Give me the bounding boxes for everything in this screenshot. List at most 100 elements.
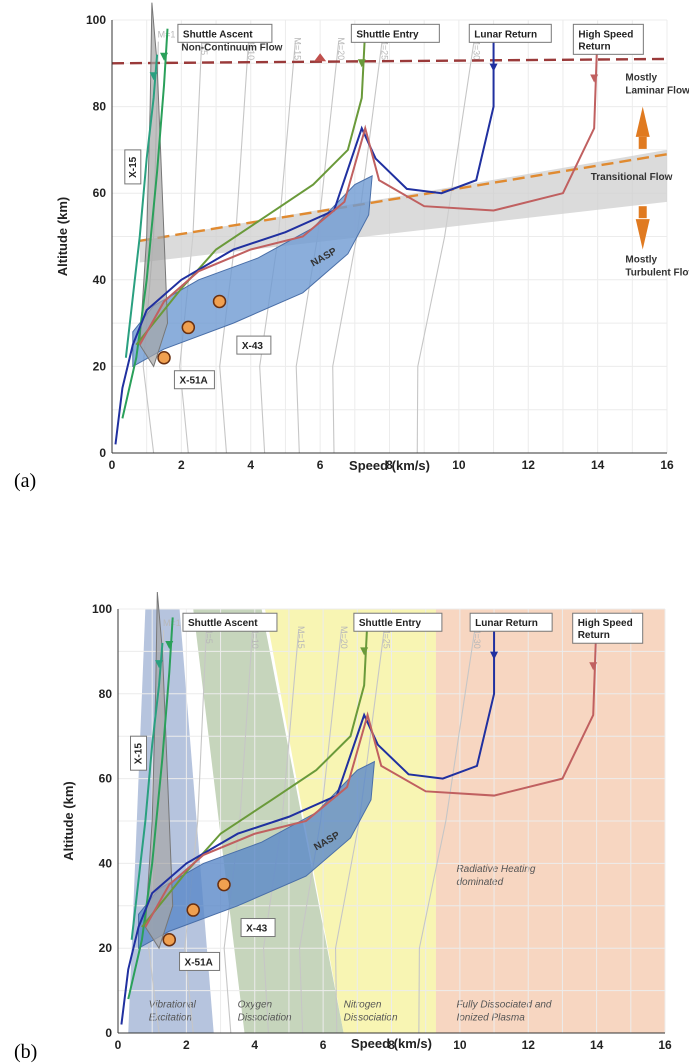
boundary-line — [111, 57, 668, 65]
box-label: Lunar Return — [475, 618, 538, 629]
point-x-51a — [157, 350, 171, 365]
mach-label: M=30 — [471, 37, 481, 60]
mach-label: M=25 — [382, 626, 392, 649]
flow-annotation: Transitional Flow — [591, 172, 673, 183]
y-tick-label: 60 — [99, 772, 113, 786]
mach-line — [223, 630, 254, 1034]
box-label: Shuttle Ascent — [188, 618, 258, 629]
x-tick-label: 0 — [115, 1038, 122, 1052]
series-line-high-speed-return — [138, 28, 599, 346]
mach-label: M=20 — [339, 626, 349, 649]
x-tick-label: 14 — [590, 1038, 604, 1052]
mach-line — [332, 41, 383, 454]
x-tick-label: 8 — [386, 458, 393, 472]
point-x-43 — [217, 877, 231, 892]
arrow-shaft — [638, 206, 647, 219]
mach-label: M=5 — [204, 626, 214, 644]
y-tick-label: 40 — [99, 856, 113, 870]
transitional-band — [139, 149, 667, 263]
series-arrow — [490, 651, 499, 660]
box-3 — [572, 23, 644, 55]
y-tick-label: 20 — [93, 359, 107, 373]
region-label: Fully Dissociated and Ionized Plasma — [456, 1000, 551, 1024]
series-arrow — [590, 74, 599, 83]
box-0 — [182, 612, 278, 632]
y-tick-label: 100 — [92, 602, 112, 616]
y-tick-label: 100 — [86, 13, 106, 27]
box-2 — [468, 23, 552, 43]
up-arrow-icon — [635, 106, 650, 137]
y-axis-label: Altitude (km) — [55, 197, 70, 276]
label-boxes: Shuttle Ascent Shuttle Entry Lunar Return H… — [130, 612, 644, 971]
region-label: Nitrogen Dissociation — [344, 1000, 398, 1024]
x-tick-label: 0 — [109, 458, 116, 472]
x-tick-label: 12 — [522, 458, 536, 472]
x-axis-label: Speed (km/s) — [349, 458, 430, 473]
point-x-43 — [181, 320, 196, 335]
box-label: High Speed Return — [578, 618, 633, 641]
point-x-43 — [212, 294, 227, 309]
y-tick-label: 0 — [105, 1026, 112, 1040]
radiative-heating-label: Radiative Heating dominated — [456, 864, 535, 888]
point-x-51a — [162, 932, 177, 947]
box-label: Shuttle Ascent — [183, 29, 253, 40]
y-tick-label: 80 — [93, 100, 107, 114]
x-tick-label: 8 — [388, 1038, 395, 1052]
box-5 — [236, 335, 272, 355]
series-arrow — [589, 662, 598, 671]
box-3 — [572, 612, 644, 644]
down-arrow-icon — [635, 219, 650, 250]
x-tick-label: 16 — [658, 1038, 672, 1052]
series-arrow — [360, 647, 369, 656]
box-label: X-15 — [134, 743, 145, 765]
x-axis-label: Speed (km/s) — [351, 1036, 432, 1051]
flow-annotation: Non-Continuum Flow — [181, 42, 282, 53]
x-tick-label: 14 — [591, 458, 605, 472]
box-label: Shuttle Entry — [359, 618, 422, 629]
box-label: Shuttle Entry — [356, 29, 419, 40]
mach-label: M=5 — [199, 37, 209, 55]
mach-line — [418, 630, 476, 1034]
series-line-x-15 — [124, 54, 159, 358]
x-tick-label: 4 — [247, 458, 254, 472]
mach-label: M=10 — [250, 626, 260, 649]
panel-label: (b) — [14, 1041, 37, 1063]
box-6 — [173, 370, 215, 390]
box-6 — [179, 951, 221, 971]
x-tick-label: 6 — [317, 458, 324, 472]
mach-label: M=30 — [472, 626, 482, 649]
y-tick-label: 80 — [99, 687, 113, 701]
series-arrow — [165, 641, 174, 650]
box-0 — [177, 23, 273, 43]
box-1 — [353, 612, 443, 632]
mach-label: M=25 — [379, 37, 389, 60]
arrow-shaft — [638, 136, 647, 149]
mach-label: M=20 — [336, 37, 346, 60]
mach-label: M=10 — [246, 37, 256, 60]
mach-label: M=15 — [296, 626, 306, 649]
y-tick-label: 0 — [99, 446, 106, 460]
box-label: X-51A — [179, 376, 207, 387]
mach-label: M=15 — [293, 37, 303, 60]
y-tick-label: 60 — [93, 186, 107, 200]
series-line-shuttle-ascent — [121, 28, 169, 419]
x-tick-label: 2 — [183, 1038, 190, 1052]
x-tick-label: 10 — [453, 1038, 467, 1052]
x-tick-label: 4 — [251, 1038, 258, 1052]
box-label: Lunar Return — [474, 29, 537, 40]
x-tick-label: 6 — [320, 1038, 327, 1052]
y-tick-label: 20 — [99, 941, 113, 955]
box-5 — [240, 918, 276, 938]
series-line-x-15 — [130, 642, 164, 940]
box-label: X-15 — [128, 156, 139, 178]
series-arrow — [149, 72, 158, 81]
series-line-shuttle-ascent — [127, 617, 174, 1000]
box-1 — [350, 23, 440, 43]
series-arrow — [155, 660, 164, 669]
box-x-15 — [130, 735, 148, 771]
series-line-shuttle-entry — [141, 617, 369, 928]
